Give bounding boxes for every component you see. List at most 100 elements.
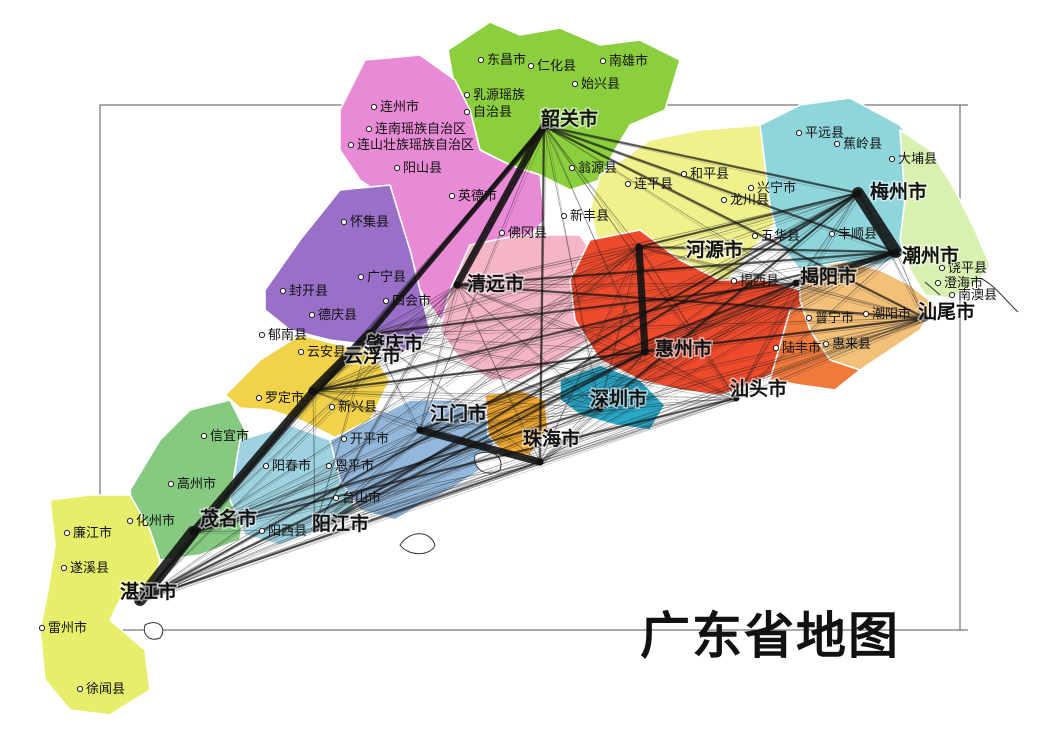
flow-line [456,284,601,409]
flow-line [546,127,638,251]
flow-line [314,251,897,530]
flow-line [454,287,929,321]
county-marker [393,164,401,172]
county-label: 台山市 [342,490,381,506]
flow-line [417,253,900,434]
flow-line [456,246,640,286]
flow-line [641,195,857,250]
flow-line [456,284,646,353]
county-label: 高州市 [177,476,216,492]
flow-line [542,400,735,465]
flow-line [419,125,545,431]
flow-line [597,194,862,412]
county-label: 廉江市 [73,525,112,541]
flow-line [419,251,897,431]
flow-line [314,282,797,530]
flow-line [733,284,800,402]
flow-line [644,192,859,353]
flow-line [139,284,458,601]
flow-line [315,392,599,412]
county-marker [279,287,287,295]
city-label: 江门市 [430,402,487,425]
city-marker [189,528,197,536]
city-label: 韶关市 [541,107,598,130]
flow-line [195,354,644,535]
flow-line [539,317,926,463]
county-marker [463,108,471,116]
county-label: 蕉岭县 [843,137,882,152]
flow-line-weighted [138,350,647,602]
flow-line [599,317,926,409]
city-label: 清远市 [467,272,524,295]
county-label: 揭西县 [740,274,779,289]
county-marker [297,348,305,356]
county-label: 阳西县 [268,524,307,539]
flow-line [372,335,539,466]
county-label: 阳春市 [272,458,311,474]
flow-line [192,528,316,533]
county-label: 普宁市 [815,310,854,326]
flow-line [142,432,419,603]
county-marker [347,141,355,149]
county-marker [822,340,830,348]
flow-line [641,248,795,287]
county-label: 兴宁市 [757,180,796,196]
flow-line-weighted [191,396,738,534]
county-label: 云安县 [307,345,346,360]
flow-line [314,317,926,530]
flow-line [369,192,859,335]
flow-line-weighted [542,124,860,195]
county-marker [795,129,803,137]
flow-line [644,282,797,353]
flow-line [139,251,897,601]
flow-line [137,248,643,604]
flow-line [456,282,797,286]
county-label: 大埔县 [898,152,937,167]
county-marker [862,310,870,318]
flow-line [195,400,735,535]
island-shape [143,622,164,640]
county-label: 信宜市 [210,428,249,444]
city-label: 揭阳市 [800,265,857,288]
island-shape [924,281,941,296]
county-label: 东昌市 [487,52,526,68]
flow-line [142,354,644,603]
flow-line [190,253,900,536]
city-label: 汕头市 [730,377,787,400]
flow-line [369,317,926,335]
county-marker [308,311,316,319]
flow-line [539,397,737,463]
flow-line [419,284,458,431]
county-marker [934,279,942,287]
county-marker [200,432,208,440]
flow-line [195,531,314,535]
flow-line-weighted [416,426,544,466]
flow-line [367,319,929,338]
county-marker [370,103,378,111]
county-label: 自治县 [473,105,512,120]
flow-line [546,127,795,287]
county-label: 惠来县 [832,337,871,352]
flow-line [315,354,644,394]
flow-line [543,125,640,248]
flow-line [369,284,458,335]
flow-line [539,282,797,463]
city-marker [311,525,319,533]
flow-line-weighted [313,350,647,531]
county-label: 翁源县 [578,161,617,176]
city-marker [792,279,800,287]
flow-line-weighted [368,281,798,336]
county-marker [167,480,175,488]
city-marker [892,248,900,256]
county-label: 徐闻县 [86,682,125,697]
city-label: 珠海市 [523,427,580,450]
flow-line [367,286,461,338]
flow-line [597,319,929,412]
county-label: 始兴县 [581,77,620,92]
flow-line [798,284,924,322]
flow-line [312,286,461,533]
county-marker [833,140,841,148]
flow-line [456,284,541,463]
